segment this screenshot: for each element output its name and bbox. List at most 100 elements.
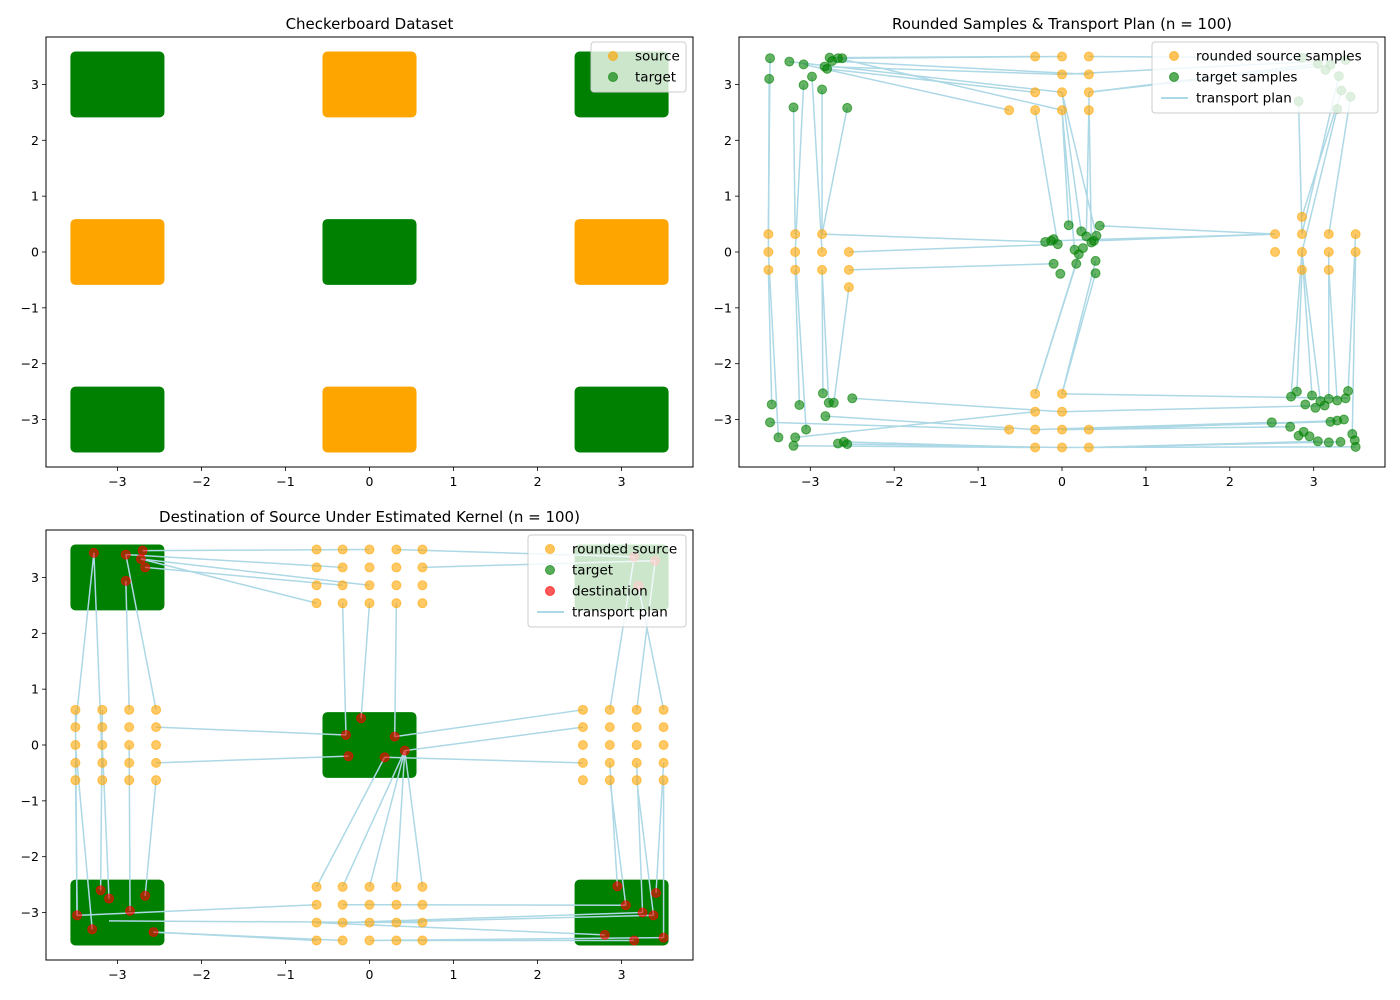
target-point [1094,220,1105,231]
transport-line [811,76,823,253]
destination-point [399,745,410,756]
rounded-source-point [631,740,642,750]
transport-line [1061,393,1349,400]
transport-line [609,780,627,906]
source-point [1270,247,1281,257]
rounded-source-point [70,704,81,715]
destination-point [651,887,662,898]
transport-line [767,269,773,405]
checker-block [322,712,417,778]
rounded-source-point [97,704,108,715]
rounded-source-point [364,935,375,946]
rounded-source-point [311,881,322,892]
source-point [817,229,828,240]
target-point [1310,402,1321,413]
rounded-source-point [577,740,588,750]
source-point [1296,229,1307,240]
rounded-source-point [391,899,402,910]
transport-line [1061,273,1097,395]
chart-checkerboard-dataset: −3 −2 −1 0 1 2 3 −3 −2 −1 0 1 2 3 Checkerboard Dataset… [21,15,694,489]
destination-point [140,890,151,901]
target-point [773,432,784,443]
target-point [1323,437,1334,448]
destination-point [88,547,99,558]
rounded-source-point [417,598,428,609]
transport-line [404,726,584,752]
target-point [847,393,858,404]
source-point [843,247,854,257]
legend-label: target [572,563,613,579]
rounded-source-point [311,580,322,591]
rounded-source-point [97,740,108,750]
transport-line [1328,96,1352,235]
target-point [765,53,776,64]
transport-line [140,558,317,604]
rounded-source-point [391,544,402,555]
transport-line [847,443,1063,449]
rounded-source-point [337,562,348,573]
source-point [1057,51,1067,62]
x-tick-label: 3 [618,474,626,489]
rounded-source-point [311,935,322,946]
checker-block [70,219,165,285]
transport-line [1088,440,1318,449]
source-point [1030,406,1041,417]
rounded-source-point [604,722,615,733]
rounded-source-point [337,917,348,928]
target-point [828,397,839,408]
source-point [1030,424,1041,435]
transport-line [404,750,424,887]
rounded-source-point [604,740,615,750]
x-tick-label: −2 [192,474,210,489]
rounded-source-point [577,757,588,768]
target-point [790,432,801,443]
checker-block [70,386,165,453]
rounded-source-point [311,899,322,910]
rounded-source-point [124,757,135,768]
target-point [798,80,809,91]
destination-point [599,929,610,940]
transport-line [1347,234,1357,392]
rounded-source-point [577,704,588,715]
target-point [784,56,795,67]
source-point [763,264,774,275]
y-tick-label: 1 [724,189,732,204]
y-tick-label: 0 [31,245,39,260]
rounded-source-point [364,917,375,928]
target-point [1350,441,1361,452]
transport-line [1351,251,1357,435]
source-point [1323,229,1334,240]
y-tick-label: 2 [31,626,39,641]
y-tick-label: −3 [21,905,39,920]
transport-line [77,903,317,917]
transport-line [635,780,655,916]
x-tick-label: 1 [450,967,458,982]
transport-line [1301,251,1313,396]
transport-line [156,726,347,736]
rounded-source-point [364,899,375,910]
source-point [1323,264,1334,275]
x-tick-label: 2 [1226,474,1234,489]
transport-line [1088,92,1093,243]
rounded-source-point [337,935,348,946]
destination-point [389,731,400,742]
transport-line [384,756,583,764]
rounded-source-point [311,917,322,928]
transport-line [156,755,349,764]
destination-point [135,554,146,565]
destination-point [137,545,148,556]
rounded-source-point [364,562,375,573]
transport-line [852,397,1063,413]
transport-line [822,233,1046,243]
x-tick-label: 3 [1310,474,1318,489]
transport-line [101,744,110,899]
x-tick-label: −1 [969,474,987,489]
target-point [817,388,828,399]
y-tick-label: 0 [31,738,39,753]
checker-block [322,51,417,118]
source-point [1030,51,1041,62]
rounded-source-point [391,580,402,591]
rounded-source-point [391,935,402,946]
destination-point [72,910,83,921]
transport-line [1034,263,1077,395]
